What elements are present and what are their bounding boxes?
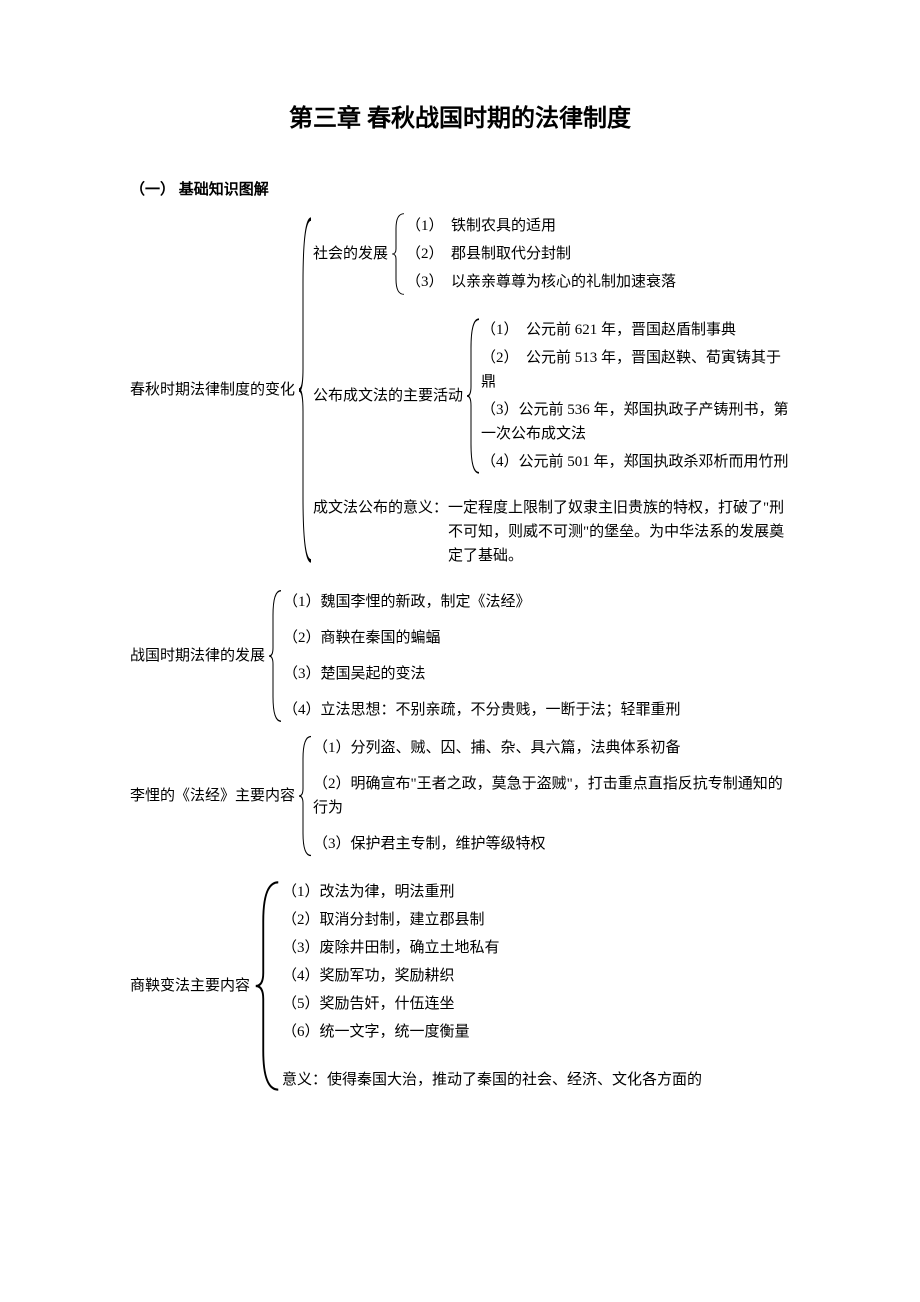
leaf-item: （2）商鞅在秦国的蝙蝠 [283,624,790,652]
root-label: 李悝的《法经》主要内容 [130,734,297,858]
section-heading: （一） 基础知识图解 [130,178,790,202]
group-shangyang: 商鞅变法主要内容 （1）改法为律，明法重刑 （2）取消分封制，建立郡县制 （3）… [130,878,790,1094]
root-label: 商鞅变法主要内容 [130,878,252,1094]
brace-icon [297,212,313,568]
branch-social-dev: 社会的发展 （1） 铁制农具的适用 （2） 郡县制取代分封制 （3） 以亲亲尊尊… [313,212,790,296]
leaf-item: （2）取消分封制，建立郡县制 [282,906,790,934]
group-fajing: 李悝的《法经》主要内容 （1）分列盗、贼、囚、捕、杂、具六篇，法典体系初备 （2… [130,734,790,858]
leaf-item: （3）废除井田制，确立土地私有 [282,934,790,962]
brace-icon [297,734,313,858]
branch-significance: 成文法公布的意义： 一定程度上限制了奴隶主旧贵族的特权，打破了"刑不可知，则威不… [313,496,790,568]
leaf-item: （3） 以亲亲尊尊为核心的礼制加速衰落 [406,268,790,296]
leaf-item: （3）保护君主专制，维护等级特权 [313,830,790,858]
leaf-item: （1）改法为律，明法重刑 [282,878,790,906]
leaf-item: （1）魏国李悝的新政，制定《法经》 [283,588,790,616]
leaf-item: （4）公元前 501 年，郑国执政杀邓析而用竹刑 [481,448,790,476]
leaf-item: （4）奖励军功，奖励耕织 [282,962,790,990]
brace-icon [390,212,406,296]
brace-icon [465,316,481,476]
brace-icon [252,878,282,1094]
leaf-item: （2） 郡县制取代分封制 [406,240,790,268]
leaf-item: （5）奖励告奸，什伍连坐 [282,990,790,1018]
leaf-item: （3）公元前 536 年，郑国执政子产铸刑书，第一次公布成文法 [481,396,790,448]
group-spring-autumn: 春秋时期法律制度的变化 社会的发展 （1） 铁制农具的适用 （2） 郡县制取代分… [130,212,790,568]
brace-icon [267,588,283,724]
leaf-item: （3）楚国吴起的变法 [283,660,790,688]
branch-label: 公布成文法的主要活动 [313,316,465,476]
leaf-item: （1）分列盗、贼、囚、捕、杂、具六篇，法典体系初备 [313,734,790,762]
chapter-title: 第三章 春秋战国时期的法律制度 [130,100,790,138]
group-warring-states: 战国时期法律的发展 （1）魏国李悝的新政，制定《法经》 （2）商鞅在秦国的蝙蝠 … [130,588,790,724]
significance-text: 意义：使得秦国大治，推动了秦国的社会、经济、文化各方面的 [282,1066,790,1094]
leaf-item: （2） 公元前 513 年，晋国赵鞅、荀寅铸其于鼎 [481,344,790,396]
leaf-item: （6）统一文字，统一度衡量 [282,1018,790,1046]
root-label: 战国时期法律的发展 [130,588,267,724]
leaf-item: （2）明确宣布"王者之政，莫急于盗贼"，打击重点直指反抗专制通知的行为 [313,770,790,822]
branch-written-law: 公布成文法的主要活动 （1） 公元前 621 年，晋国赵盾制事典 （2） 公元前… [313,316,790,476]
leaf-item: （4）立法思想：不别亲疏，不分贵贱，一断于法；轻罪重刑 [283,696,790,724]
root-label: 春秋时期法律制度的变化 [130,212,297,568]
leaf-item: （1） 铁制农具的适用 [406,212,790,240]
branch-label: 社会的发展 [313,212,390,296]
diagram-tree: 春秋时期法律制度的变化 社会的发展 （1） 铁制农具的适用 （2） 郡县制取代分… [130,212,790,1094]
significance-text: 一定程度上限制了奴隶主旧贵族的特权，打破了"刑不可知，则威不可测"的堡垒。为中华… [448,496,790,568]
significance-label: 成文法公布的意义： [313,496,448,520]
leaf-item: （1） 公元前 621 年，晋国赵盾制事典 [481,316,790,344]
